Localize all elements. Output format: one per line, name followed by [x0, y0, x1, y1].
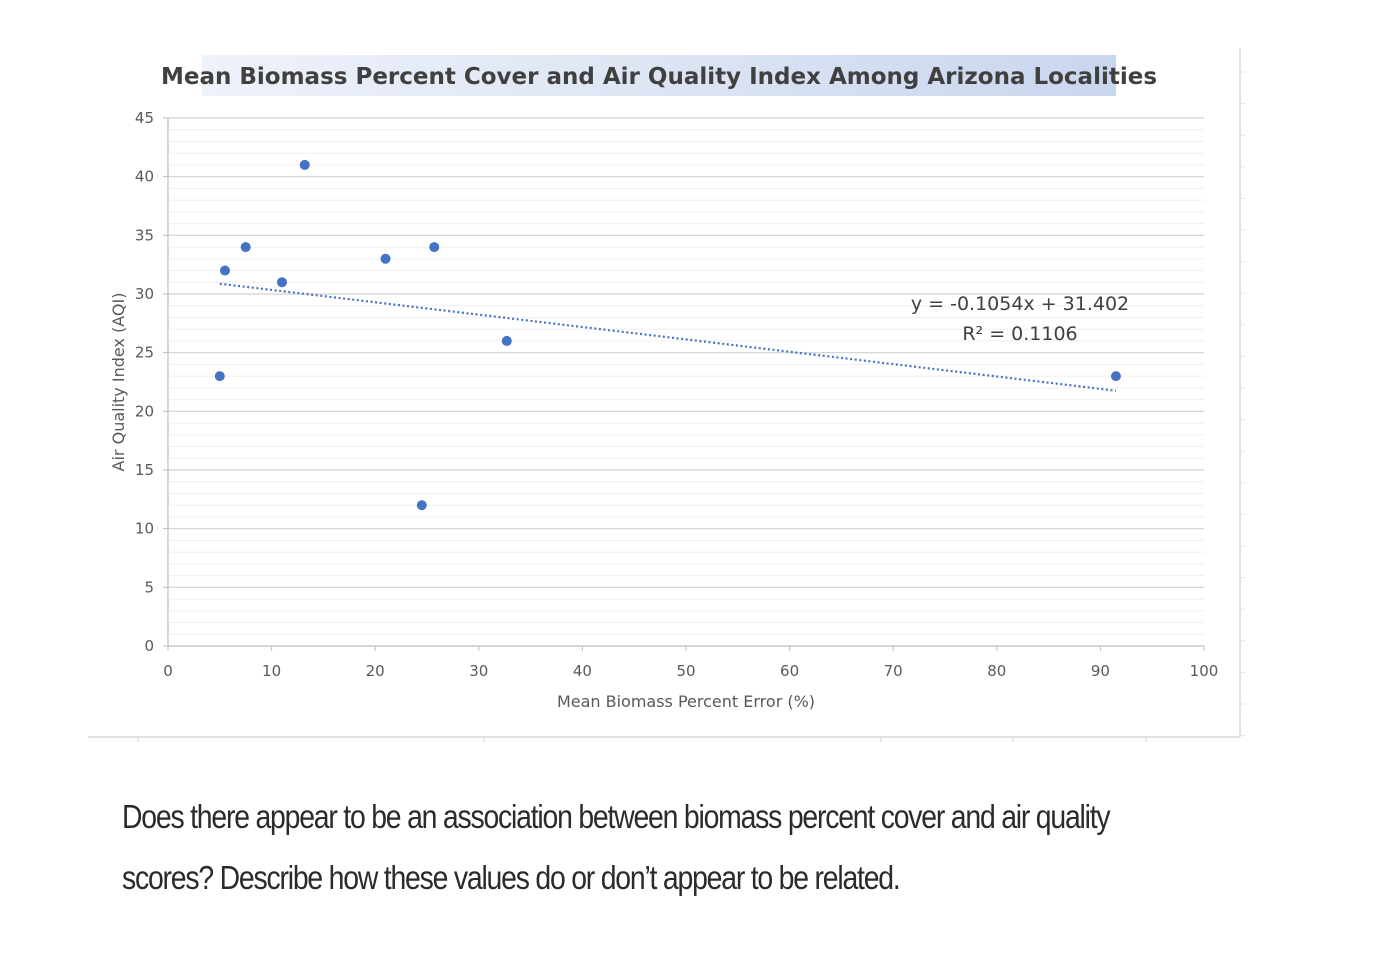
axes — [163, 117, 1205, 651]
question-line-2: scores? Describe how these values do or … — [122, 859, 901, 896]
x-tick-label-70: 70 — [884, 662, 903, 680]
y-tick-label-10: 10 — [135, 520, 154, 538]
chart-title: Mean Biomass Percent Cover and Air Quali… — [161, 64, 1157, 90]
data-point-10 — [1110, 371, 1121, 382]
x-tick-label-90: 90 — [1091, 662, 1110, 680]
y-axis-title: Air Quality Index (AQI) — [109, 293, 128, 472]
x-tick-label-30: 30 — [469, 662, 488, 680]
x-tick-label-10: 10 — [262, 662, 281, 680]
trendline-layer — [219, 282, 1117, 392]
y-tick-label-35: 35 — [135, 226, 154, 244]
y-tick-label-0: 0 — [144, 637, 154, 655]
data-point-4 — [276, 277, 287, 288]
data-point-6 — [380, 253, 391, 264]
y-tick-label-45: 45 — [135, 109, 154, 127]
y-tick-label-5: 5 — [144, 578, 154, 596]
trendline-equation: y = -0.1054x + 31.402 — [911, 293, 1129, 315]
gridlines — [168, 117, 1204, 635]
y-tick-label-15: 15 — [135, 461, 154, 479]
x-tick-label-80: 80 — [987, 662, 1006, 680]
x-tick-label-20: 20 — [366, 662, 385, 680]
frame-tick-marks — [137, 71, 1245, 742]
x-tick-label-50: 50 — [676, 662, 695, 680]
x-tick-label-100: 100 — [1190, 662, 1219, 680]
x-tick-label-40: 40 — [573, 662, 592, 680]
data-points — [214, 159, 1121, 511]
question-line-1: Does there appear to be an association b… — [122, 798, 1111, 835]
data-point-3 — [240, 242, 251, 253]
chart-title-background — [202, 55, 1116, 96]
y-tick-label-40: 40 — [135, 168, 154, 186]
data-point-9 — [501, 335, 512, 346]
question-text: Does there appear to be an association b… — [122, 786, 1111, 908]
tick-labels: 0 5 10 15 20 25 30 35 40 45 0 10 20 30 40 50 60 70 80 90 100 — [135, 109, 1218, 680]
x-axis-title: Mean Biomass Percent Error (%) — [557, 692, 815, 711]
data-point-7 — [416, 500, 427, 511]
trendline-r-squared: R² = 0.1106 — [962, 323, 1077, 345]
y-tick-label-20: 20 — [135, 402, 154, 420]
trendline — [219, 282, 1117, 392]
data-point-1 — [214, 371, 225, 382]
data-point-8 — [429, 242, 440, 253]
y-tick-label-25: 25 — [135, 344, 154, 362]
x-tick-label-60: 60 — [780, 662, 799, 680]
y-tick-label-30: 30 — [135, 285, 154, 303]
data-point-2 — [219, 265, 230, 276]
data-point-5 — [299, 159, 310, 170]
x-tick-label-0: 0 — [163, 662, 173, 680]
